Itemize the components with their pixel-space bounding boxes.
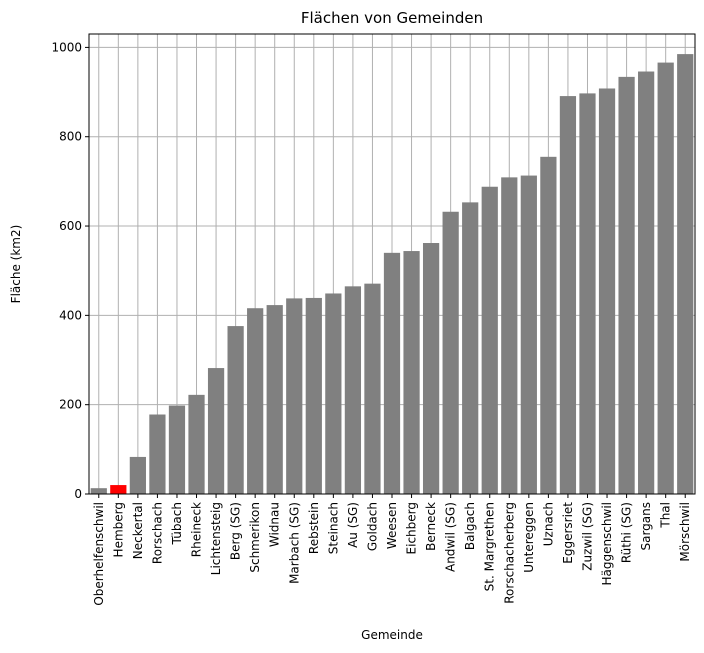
x-tick-label: Berg (SG) bbox=[229, 502, 243, 560]
bar bbox=[422, 243, 440, 494]
x-tick-label: Rheineck bbox=[190, 502, 204, 557]
bar bbox=[442, 211, 459, 495]
x-tick-label: Berneck bbox=[424, 502, 438, 551]
x-tick-label: Rebstein bbox=[307, 502, 321, 554]
x-tick-label: Schmerikon bbox=[248, 502, 262, 573]
x-tick-label: Uznach bbox=[541, 502, 555, 546]
bar bbox=[618, 76, 635, 495]
bar bbox=[638, 71, 655, 495]
x-tick-label: Rorschach bbox=[150, 502, 164, 564]
bars bbox=[90, 54, 694, 495]
bar bbox=[286, 298, 303, 494]
bar bbox=[325, 293, 342, 494]
x-tick-label: Goldach bbox=[365, 502, 379, 551]
x-tick-label: Au (SG) bbox=[346, 502, 360, 548]
bar bbox=[305, 297, 322, 494]
y-axis-label: Fläche (km2) bbox=[9, 225, 23, 304]
axis-ticks: 0 200 400 600 800 1000 Oberhelfenschwil Hemberg… bbox=[51, 40, 692, 605]
x-tick-label: Zuzwil (SG) bbox=[580, 502, 594, 571]
bar bbox=[657, 62, 674, 495]
x-tick-label: Tübach bbox=[170, 502, 184, 545]
y-tick-label: 200 bbox=[59, 398, 82, 412]
bar bbox=[110, 485, 127, 494]
bar bbox=[344, 286, 362, 494]
bar bbox=[188, 394, 205, 494]
x-tick-label: Marbach (SG) bbox=[287, 502, 301, 584]
x-tick-label: St. Margrethen bbox=[483, 502, 497, 591]
x-tick-label: Rüthi (SG) bbox=[620, 502, 634, 563]
bar bbox=[481, 186, 498, 495]
bar bbox=[266, 305, 283, 494]
x-tick-label: Sargans bbox=[639, 502, 653, 551]
x-tick-label: Mörschwil bbox=[678, 502, 692, 562]
bar bbox=[364, 283, 381, 494]
bar bbox=[501, 177, 518, 494]
y-tick-label: 400 bbox=[59, 308, 82, 322]
x-tick-label: Neckertal bbox=[131, 502, 145, 559]
bar bbox=[462, 202, 479, 494]
x-tick-label: Oberhelfenschwil bbox=[92, 502, 106, 606]
bar bbox=[168, 405, 186, 494]
x-tick-label: Andwil (SG) bbox=[444, 502, 458, 572]
x-tick-label: Widnau bbox=[268, 502, 282, 547]
x-tick-label: Weesen bbox=[385, 502, 399, 549]
bar bbox=[540, 156, 557, 494]
bar bbox=[677, 54, 694, 495]
bar bbox=[579, 93, 596, 494]
bar bbox=[598, 88, 616, 494]
bar bbox=[227, 326, 244, 494]
y-tick-label: 800 bbox=[59, 130, 82, 144]
bar bbox=[247, 308, 264, 494]
x-tick-label: Steinach bbox=[326, 502, 340, 554]
bar bbox=[559, 96, 577, 494]
x-tick-label: Balgach bbox=[463, 502, 477, 550]
x-axis-label: Gemeinde bbox=[361, 628, 423, 642]
x-tick-label: Untereggen bbox=[522, 502, 536, 573]
bar bbox=[383, 252, 401, 494]
x-tick-label: Lichtensteig bbox=[209, 502, 223, 575]
chart-title: Flächen von Gemeinden bbox=[301, 9, 483, 27]
bar bbox=[520, 175, 537, 494]
y-tick-label: 0 bbox=[74, 487, 82, 501]
x-tick-label: Eichberg bbox=[405, 502, 419, 554]
x-tick-label: Häggenschwil bbox=[600, 502, 614, 586]
bar bbox=[403, 251, 420, 494]
bar bbox=[149, 414, 166, 494]
bar bbox=[90, 488, 107, 494]
x-tick-label: Thal bbox=[659, 502, 673, 529]
y-tick-label: 600 bbox=[59, 219, 82, 233]
x-tick-label: Eggersriet bbox=[561, 502, 575, 564]
x-tick-label: Rorschacherberg bbox=[502, 502, 516, 604]
bar bbox=[207, 368, 225, 494]
bar bbox=[129, 456, 146, 494]
y-tick-label: 1000 bbox=[51, 40, 82, 54]
x-tick-label: Hemberg bbox=[111, 502, 125, 557]
